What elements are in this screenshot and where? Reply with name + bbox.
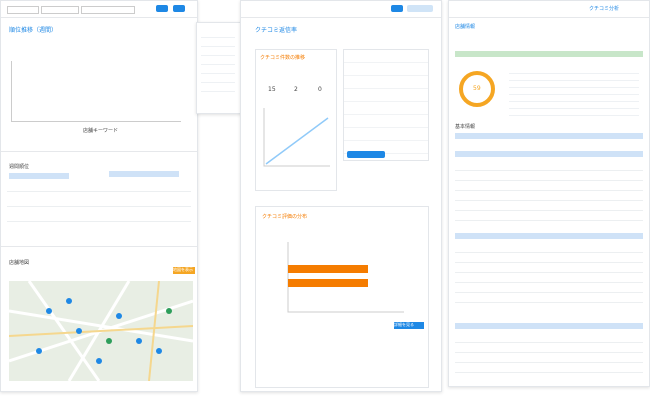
stat: 0 bbox=[318, 86, 322, 93]
y-axis bbox=[11, 61, 12, 121]
table-row bbox=[7, 221, 191, 222]
stat: 2 bbox=[294, 86, 298, 93]
bar-chart bbox=[287, 242, 404, 313]
button[interactable] bbox=[347, 151, 385, 158]
chart-title: クチコミ件数の推移 bbox=[260, 55, 306, 61]
table bbox=[455, 243, 643, 303]
side-nav bbox=[196, 22, 242, 114]
summary bbox=[509, 67, 639, 117]
x-axis bbox=[11, 121, 181, 122]
section-title: 店舗情報 bbox=[455, 24, 476, 30]
map-drawing bbox=[8, 280, 194, 382]
section-title: 順位推移（週間） bbox=[9, 27, 58, 34]
gauge: 59 bbox=[459, 71, 495, 107]
top-bar bbox=[1, 1, 197, 18]
banner bbox=[455, 51, 643, 57]
brand: クチコミ分析 bbox=[589, 6, 620, 12]
button[interactable] bbox=[407, 5, 433, 12]
top-bar bbox=[241, 1, 441, 18]
section-title: 基本情報 bbox=[455, 124, 476, 130]
select[interactable] bbox=[41, 6, 79, 14]
map[interactable] bbox=[8, 280, 194, 382]
table-header bbox=[109, 171, 179, 177]
table-header bbox=[455, 133, 643, 139]
button[interactable]: 詳細を見る bbox=[394, 322, 424, 329]
map-button[interactable]: 地図を表示 bbox=[173, 267, 195, 274]
score: 59 bbox=[473, 85, 481, 92]
divider bbox=[1, 246, 197, 247]
chart-title: クチコミ評価の分布 bbox=[262, 214, 308, 220]
section-title: クチコミ返信率 bbox=[255, 27, 298, 34]
nav-items[interactable] bbox=[201, 29, 235, 99]
table bbox=[455, 333, 643, 378]
right-window: クチコミ分析 店舗情報 59 基本情報 bbox=[448, 0, 650, 387]
select[interactable] bbox=[7, 6, 39, 14]
legend: 店舗キーワード bbox=[83, 128, 119, 134]
review-list bbox=[343, 49, 429, 161]
table-row bbox=[7, 206, 191, 207]
icon-button[interactable] bbox=[391, 5, 403, 12]
table bbox=[455, 161, 643, 221]
table-header bbox=[455, 323, 643, 329]
chart-card: クチコミ件数の推移 15 2 0 bbox=[255, 49, 337, 191]
table-title: 週間順位 bbox=[9, 164, 30, 170]
icon-button[interactable] bbox=[173, 5, 185, 12]
table-header bbox=[455, 151, 643, 157]
table-header bbox=[9, 173, 69, 179]
table-row bbox=[7, 191, 191, 192]
stat: 15 bbox=[268, 86, 276, 93]
select[interactable] bbox=[81, 6, 135, 14]
table-header bbox=[455, 233, 643, 239]
line-chart bbox=[263, 108, 330, 167]
top-bar: クチコミ分析 bbox=[449, 1, 649, 18]
map-title: 店舗地図 bbox=[9, 260, 30, 266]
middle-window: クチコミ返信率 クチコミ件数の推移 15 2 0 クチコミ評価の分布 詳細を見る bbox=[240, 0, 442, 392]
icon-button[interactable] bbox=[156, 5, 168, 12]
divider bbox=[1, 151, 197, 152]
left-window: 順位推移（週間） 店舗キーワード 週間順位 店舗地図 地図を表示 bbox=[0, 0, 198, 392]
bar-card: クチコミ評価の分布 詳細を見る bbox=[255, 206, 429, 388]
